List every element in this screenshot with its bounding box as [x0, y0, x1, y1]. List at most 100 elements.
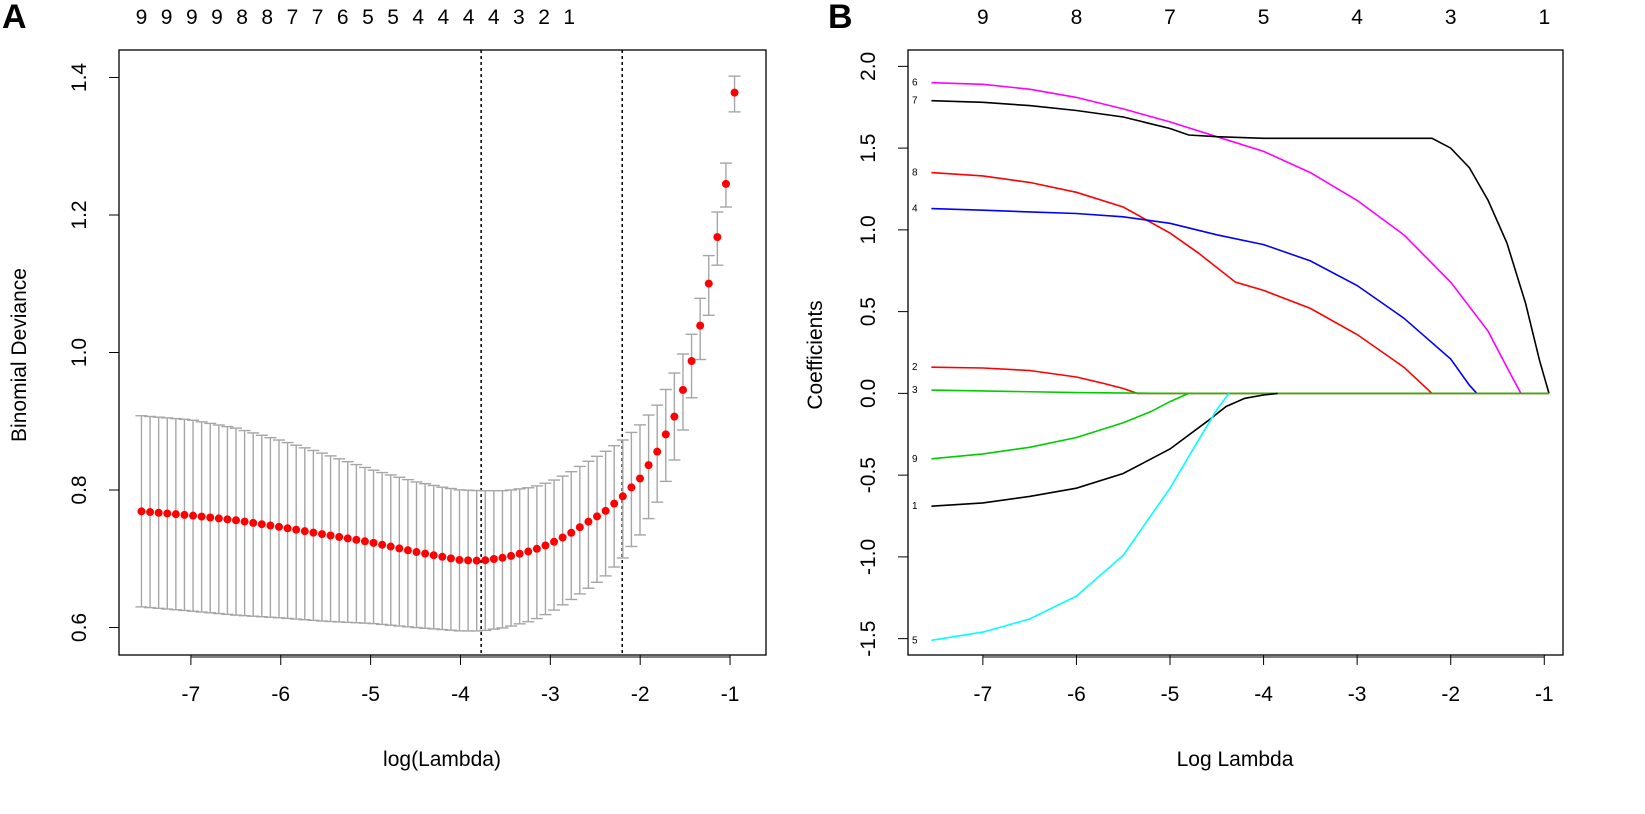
panel-a-point [438, 552, 447, 561]
panel-a-point [249, 518, 258, 527]
panel-b-coef-line-4 [931, 207, 1478, 394]
b-x-tick-label: -7 [974, 683, 993, 706]
b-top-axis-label: 3 [1445, 6, 1457, 29]
panel-a-x-axis-label: log(Lambda) [383, 748, 501, 771]
panel-a-point [532, 544, 541, 553]
panel-a-point [257, 520, 266, 529]
a-top-axis-label: 1 [563, 6, 575, 29]
panel-a-point [550, 537, 559, 546]
panel-a-point [446, 554, 455, 563]
a-top-axis-label: 7 [287, 6, 299, 29]
panel-a-point [189, 511, 198, 520]
panel-b-top-axis: 9 8 7 5 4 3 1 [977, 6, 1550, 29]
panel-a-point [292, 525, 301, 534]
panel-a-point [644, 461, 653, 470]
panel-a-point [627, 483, 636, 492]
panel-a-point [584, 517, 593, 526]
b-x-tick-label: -6 [1067, 683, 1086, 706]
b-y-tick-label: 0.0 [857, 379, 880, 408]
panel-b-line-label: 1 [912, 501, 918, 512]
panel-a-point [300, 527, 309, 536]
a-top-axis-label: 4 [463, 6, 475, 29]
panel-a-point [678, 385, 687, 394]
a-x-tick-label: -3 [541, 683, 560, 706]
a-y-tick-label: 0.8 [68, 475, 91, 504]
panel-a-point [335, 532, 344, 541]
a-y-tick-label: 1.0 [68, 338, 91, 367]
panel-a-point [541, 541, 550, 550]
panel-a-point [232, 516, 241, 525]
panel-a-point [309, 528, 318, 537]
panel-a-point [618, 492, 627, 501]
panel-a-point [197, 512, 206, 521]
panel-a-point [464, 556, 473, 565]
b-y-tick-label: 1.0 [857, 215, 880, 244]
panel-a-point [507, 551, 516, 560]
panel-b-plot-frame [907, 49, 1564, 656]
a-x-tick-label: -6 [271, 683, 290, 706]
a-top-axis-label: 4 [438, 6, 450, 29]
a-y-tick-label: 1.4 [68, 63, 91, 93]
panel-a-point [274, 522, 283, 531]
panel-b-coef-line-7 [931, 99, 1550, 394]
panel-a-point [558, 533, 567, 542]
panel-a-point [163, 509, 172, 518]
panel-a-point [472, 556, 481, 565]
panel-a-point [206, 513, 215, 522]
a-top-axis-label: 6 [337, 6, 349, 29]
panel-a-point [137, 507, 146, 516]
b-x-tick-label: -1 [1535, 683, 1554, 706]
b-y-tick-label: -1.5 [857, 621, 880, 657]
a-top-axis-label: 5 [362, 6, 374, 29]
b-y-tick-label: -1.0 [857, 539, 880, 575]
panel-a-point [653, 447, 662, 456]
panel-b-line-label: 7 [912, 96, 918, 107]
a-top-axis-label: 5 [387, 6, 399, 29]
panel-a-point [429, 551, 438, 560]
b-top-axis-label: 8 [1071, 6, 1083, 29]
panel-a-point [369, 538, 378, 547]
a-top-axis-label: 7 [312, 6, 324, 29]
panel-b-line-label: 5 [912, 635, 918, 646]
b-x-tick-label: -2 [1441, 683, 1460, 706]
panel-a-label: A [2, 0, 27, 36]
b-y-tick-label: -0.5 [857, 457, 880, 493]
b-top-axis-label: 4 [1351, 6, 1363, 29]
panel-a-point [524, 547, 533, 556]
panel-b-lines [931, 81, 1550, 642]
b-x-tick-label: -4 [1254, 683, 1273, 706]
panel-b-line-label: 8 [912, 168, 918, 179]
panel-a-point [343, 534, 352, 543]
a-x-tick-label: -5 [361, 683, 380, 706]
panel-b-line-label: 2 [912, 362, 918, 373]
panel-b-line-label: 6 [912, 78, 918, 89]
panel-b-line-label: 4 [912, 204, 918, 215]
a-y-tick-label: 0.6 [68, 613, 91, 642]
panel-a-point [696, 321, 705, 330]
panel-a-point [515, 549, 524, 558]
panel-a-point [214, 514, 223, 523]
panel-a-point [171, 510, 180, 519]
a-top-axis-label: 3 [513, 6, 525, 29]
panel-b-coef-line-1 [931, 392, 1278, 507]
panel-a-point [180, 510, 189, 519]
b-x-tick-label: -5 [1161, 683, 1180, 706]
a-x-tick-label: -2 [631, 683, 650, 706]
panel-a-point [481, 556, 490, 565]
b-top-axis-label: 9 [977, 6, 989, 29]
panel-a-point [635, 474, 644, 483]
panel-b-coef-line-8 [931, 171, 1433, 394]
panel-a-y-axis-label: Binomial Deviance [8, 268, 31, 442]
b-x-tick-label: -3 [1348, 683, 1367, 706]
panel-a-point [266, 521, 275, 530]
panel-a-point [489, 555, 498, 564]
panel-a-point [661, 430, 670, 439]
b-y-tick-label: 2.0 [857, 52, 880, 81]
panel-a-point [593, 512, 602, 521]
panel-b-y-axis-label: Coefficients [804, 300, 827, 409]
